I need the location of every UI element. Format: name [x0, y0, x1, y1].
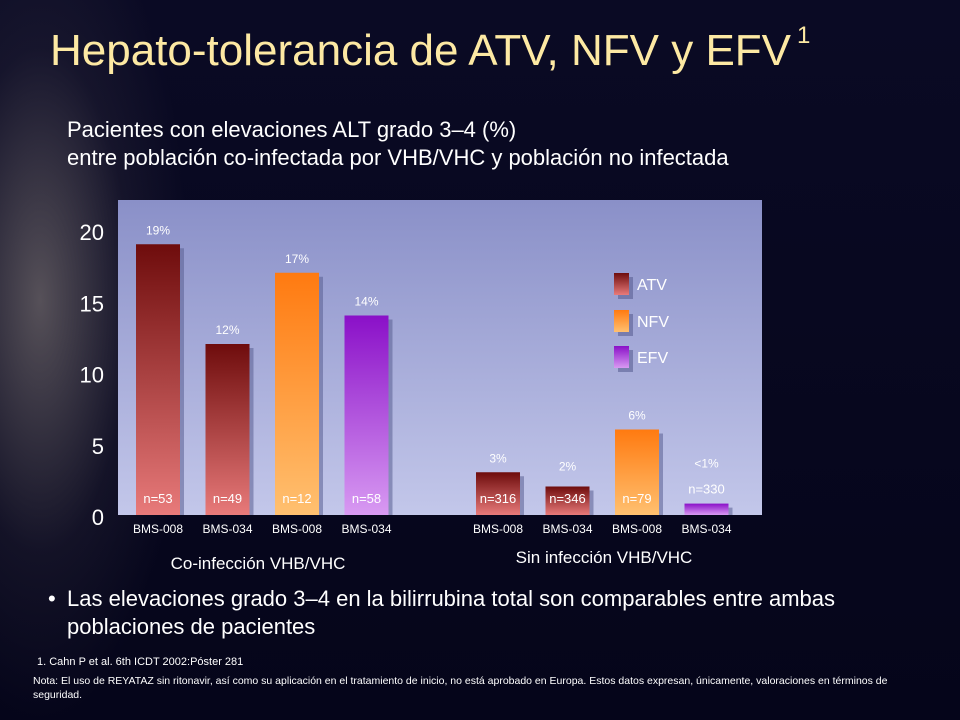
- legend-swatch-efv: [614, 346, 629, 368]
- bar-value-label: 2%: [559, 460, 577, 474]
- bar-atv: [476, 472, 520, 515]
- bar-value-label: 14%: [354, 295, 378, 309]
- y-tick-label: 20: [80, 220, 104, 245]
- bar-value-label: 19%: [146, 223, 170, 237]
- bar-nfv: [615, 429, 659, 515]
- x-tick-label: BMS-008: [133, 522, 183, 536]
- reference: 1. Cahn P et al. 6th ICDT 2002:Póster 28…: [37, 656, 244, 668]
- x-tick-label: BMS-034: [681, 522, 731, 536]
- legend-swatch-nfv: [614, 310, 629, 332]
- bar-n-label: n=49: [213, 491, 242, 506]
- bar-n-label: n=53: [143, 491, 172, 506]
- x-tick-label: BMS-008: [612, 522, 662, 536]
- bar-atv: [205, 344, 250, 515]
- bullet-marker: •: [48, 586, 56, 611]
- bar-value-label: 6%: [628, 409, 646, 423]
- bar-n-label: n=58: [352, 491, 381, 506]
- bar-atv: [545, 486, 590, 515]
- x-tick-label: BMS-008: [473, 522, 523, 536]
- x-tick-label: BMS-034: [341, 522, 391, 536]
- bar-value-label: 3%: [489, 451, 507, 465]
- bullet-point: • Las elevaciones grado 3–4 en la bilirr…: [48, 585, 938, 641]
- legend-label: NFV: [637, 314, 669, 331]
- legend-label: EFV: [637, 350, 668, 367]
- slide-title-text: Hepato-tolerancia de ATV, NFV y EFV: [50, 26, 792, 75]
- legend-label: ATV: [637, 277, 667, 294]
- bar-value-label: 17%: [285, 252, 309, 266]
- chart-subtitle: Pacientes con elevaciones ALT grado 3–4 …: [67, 116, 947, 172]
- bar-value-label: <1%: [694, 457, 719, 471]
- y-tick-label: 5: [92, 434, 104, 459]
- bar-nfv: [275, 272, 319, 515]
- y-tick-label: 0: [92, 505, 104, 530]
- subtitle-line-2: entre población co-infectada por VHB/VHC…: [67, 145, 729, 170]
- bar-atv: [136, 244, 180, 515]
- y-tick-label: 15: [80, 291, 104, 316]
- bar-n-label: n=316: [480, 491, 517, 506]
- bar-n-label: n=346: [549, 491, 586, 506]
- title-superscript: 1: [797, 22, 811, 49]
- legend-swatch-atv: [614, 273, 629, 295]
- bar-n-label: n=330: [688, 482, 725, 497]
- x-tick-label: BMS-034: [542, 522, 592, 536]
- group-label: Co-infección VHB/VHC: [171, 554, 346, 573]
- bar-efv: [684, 503, 729, 515]
- subtitle-line-1: Pacientes con elevaciones ALT grado 3–4 …: [67, 117, 517, 142]
- footnote: Nota: El uso de REYATAZ sin ritonavir, a…: [33, 675, 888, 701]
- bar-n-label: n=12: [282, 491, 311, 506]
- slide-title: Hepato-tolerancia de ATV, NFV y EFV 1: [50, 22, 810, 76]
- bar-n-label: n=79: [622, 491, 651, 506]
- group-label: Sin infección VHB/VHC: [516, 548, 693, 567]
- bar-value-label: 12%: [215, 323, 239, 337]
- x-tick-label: BMS-034: [202, 522, 252, 536]
- bar-efv: [344, 315, 389, 515]
- bullet-text: Las elevaciones grado 3–4 en la bilirrub…: [67, 586, 836, 639]
- y-tick-label: 10: [80, 363, 104, 388]
- x-tick-label: BMS-008: [272, 522, 322, 536]
